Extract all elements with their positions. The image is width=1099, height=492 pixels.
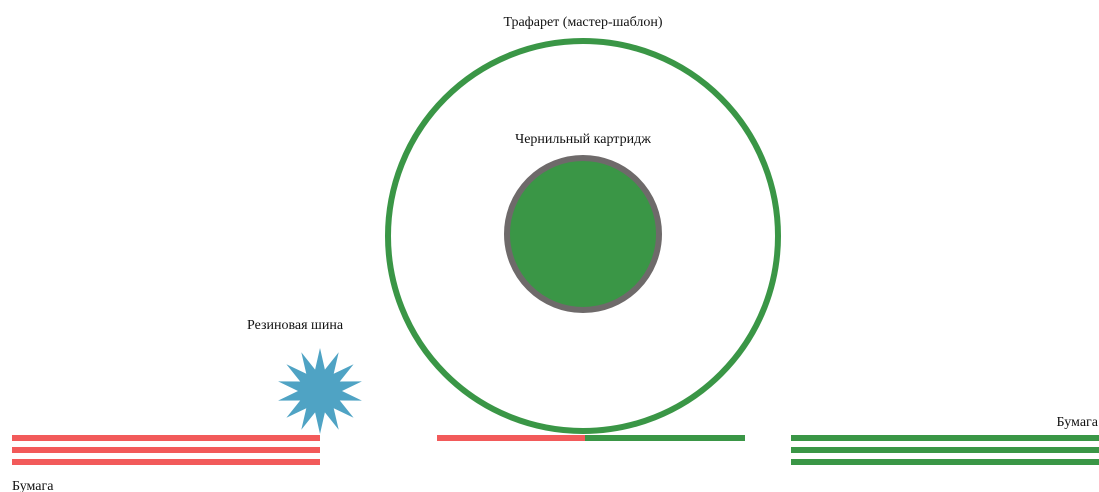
paper-sheet-right-1 — [791, 435, 1099, 441]
rubber-tire-starburst-icon — [278, 348, 362, 434]
paper-sheet-right-3 — [791, 459, 1099, 465]
ink-cartridge-label: Чернильный картридж — [515, 132, 651, 147]
paper-sheet-printing — [437, 435, 745, 441]
stencil-label: Трафарет (мастер-шаблон) — [503, 15, 662, 30]
paper-sheet-left-2 — [12, 447, 320, 453]
paper-label-right: Бумага — [1057, 415, 1099, 430]
stencil-ring — [385, 38, 781, 434]
paper-sheet-printed-part — [585, 435, 745, 441]
ink-cartridge-circle — [504, 155, 662, 313]
paper-sheet-right-2 — [791, 447, 1099, 453]
paper-stack-right — [791, 435, 1099, 465]
paper-sheet-left-3 — [12, 459, 320, 465]
paper-stack-left — [12, 435, 320, 465]
paper-sheet-blank-part — [437, 435, 585, 441]
paper-label-left: Бумага — [12, 479, 54, 492]
rubber-tire-label: Резиновая шина — [247, 318, 344, 333]
paper-sheet-left-1 — [12, 435, 320, 441]
